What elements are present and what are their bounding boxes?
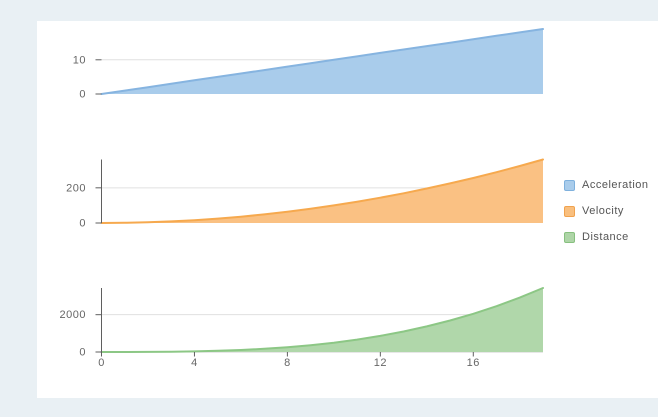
legend-item-acceleration[interactable]: Acceleration	[564, 172, 649, 198]
legend-label-velocity: Velocity	[582, 205, 624, 217]
legend-item-velocity[interactable]: Velocity	[564, 198, 649, 224]
x-tick-label: 8	[284, 357, 291, 369]
acceleration-swatch-icon	[564, 179, 575, 191]
y-tick-label: 200	[66, 182, 86, 194]
y-tick-label: 0	[79, 347, 86, 359]
x-tick-label: 16	[467, 357, 480, 369]
y-tick-label: 2000	[60, 309, 86, 321]
velocity-line	[100, 158, 544, 224]
distance-chart: 0 2000 0 4 8 12 16	[60, 287, 544, 369]
y-tick-label: 0	[79, 89, 86, 101]
legend-item-distance[interactable]: Distance	[564, 224, 649, 250]
acceleration-line	[100, 28, 544, 95]
chart-legend: Acceleration Velocity Distance	[564, 172, 649, 250]
x-tick-label: 4	[191, 357, 198, 369]
velocity-swatch-icon	[564, 205, 575, 217]
legend-label-distance: Distance	[582, 231, 629, 243]
velocity-chart: 0 200	[66, 158, 544, 230]
distance-line	[100, 287, 544, 353]
velocity-area	[101, 159, 543, 223]
x-tick-label: 12	[374, 357, 387, 369]
distance-swatch-icon	[564, 231, 575, 243]
y-tick-label: 0	[79, 218, 86, 230]
distance-area	[101, 288, 543, 352]
x-tick-label: 0	[98, 357, 105, 369]
legend-label-acceleration: Acceleration	[582, 179, 649, 191]
acceleration-chart: 0 10	[73, 28, 544, 101]
y-tick-label: 10	[73, 54, 86, 66]
